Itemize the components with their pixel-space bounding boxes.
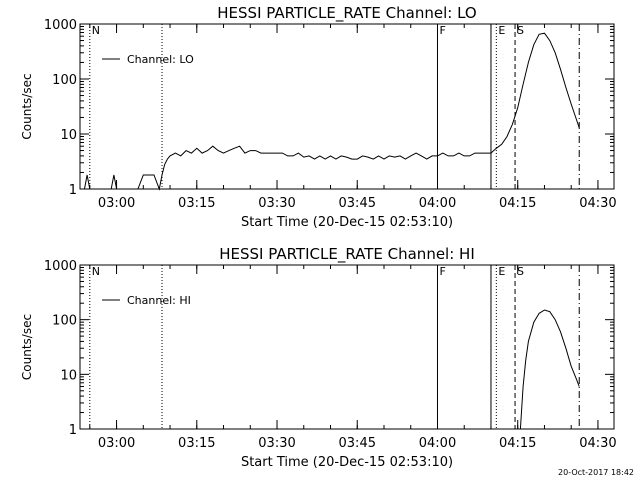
event-marker-label: F — [439, 265, 445, 278]
data-series-line — [80, 32, 580, 191]
event-marker-label: E — [498, 24, 505, 37]
x-tick-label: 04:30 — [579, 196, 616, 211]
x-tick-label: 03:45 — [339, 436, 376, 451]
data-series-line — [519, 309, 580, 430]
event-marker-label: E — [498, 265, 505, 278]
y-axis-label: Counts/sec — [20, 314, 34, 380]
x-axis-label: Start Time (20-Dec-15 02:53:10) — [241, 455, 453, 470]
event-marker-label: N — [92, 265, 100, 278]
event-marker-label: N — [92, 24, 100, 37]
event-marker-label: S — [517, 265, 524, 278]
x-tick-label: 04:00 — [419, 436, 456, 451]
y-tick-label: 10 — [60, 128, 77, 143]
x-tick-label: 03:00 — [98, 436, 135, 451]
plot-timestamp: 20-Oct-2017 18:42 — [558, 468, 634, 477]
y-tick-label: 1 — [69, 423, 77, 438]
x-tick-label: 03:45 — [339, 196, 376, 211]
event-marker-label: S — [517, 24, 524, 37]
legend-label: Channel: LO — [127, 53, 194, 66]
chart-panel-2: HESSI PARTICLE_RATE Channel: HI Counts/se… — [20, 245, 617, 470]
y-tick-label: 1000 — [44, 18, 77, 33]
y-tick-label: 10 — [60, 368, 77, 383]
x-tick-label: 03:15 — [178, 436, 215, 451]
x-tick-label: 04:15 — [499, 196, 536, 211]
event-marker-label: F — [439, 24, 445, 37]
chart-title: HESSI PARTICLE_RATE Channel: HI — [219, 245, 475, 264]
y-tick-label: 100 — [52, 73, 77, 88]
x-tick-label: 04:00 — [419, 196, 456, 211]
x-tick-label: 03:30 — [258, 436, 295, 451]
y-tick-label: 1 — [69, 183, 77, 198]
x-axis-label: Start Time (20-Dec-15 02:53:10) — [241, 215, 453, 230]
x-tick-label: 04:15 — [499, 436, 536, 451]
x-tick-label: 03:30 — [258, 196, 295, 211]
chart-title: HESSI PARTICLE_RATE Channel: LO — [217, 4, 476, 23]
x-tick-label: 04:30 — [579, 436, 616, 451]
y-tick-label: 100 — [52, 314, 77, 329]
x-tick-label: 03:00 — [98, 196, 135, 211]
y-axis-label: Counts/sec — [20, 73, 34, 139]
chart-panel-1: HESSI PARTICLE_RATE Channel: LO Counts/se… — [20, 4, 617, 230]
x-tick-label: 03:15 — [178, 196, 215, 211]
plot-frame — [79, 23, 615, 190]
y-tick-label: 1000 — [44, 259, 77, 274]
plot-frame — [79, 264, 615, 430]
legend-label: Channel: HI — [127, 294, 191, 307]
